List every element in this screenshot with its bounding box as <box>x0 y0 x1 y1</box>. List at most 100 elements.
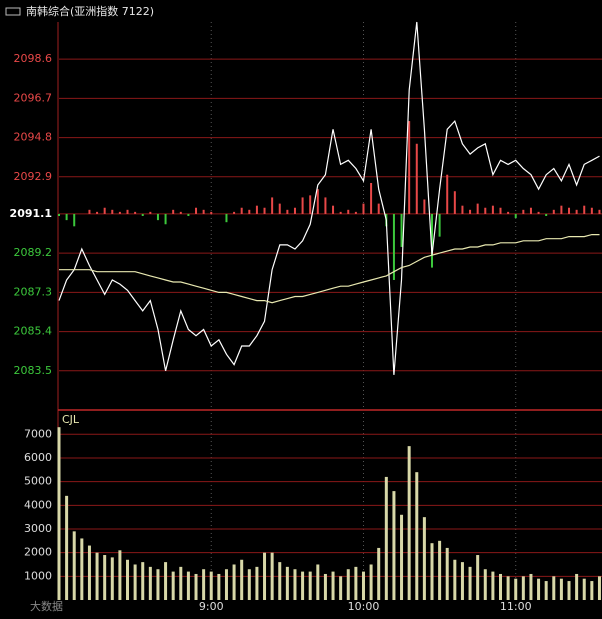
volume-bar <box>346 569 350 600</box>
volume-bar <box>80 538 84 600</box>
y-tick-label: 2098.6 <box>14 52 53 65</box>
volume-bar <box>316 564 320 600</box>
diff-bar <box>65 213 68 221</box>
title-icon <box>5 7 21 16</box>
diff-bar <box>590 207 593 214</box>
volume-bar <box>148 566 152 600</box>
y-tick-label: 7000 <box>24 427 52 440</box>
diff-bar <box>278 203 281 214</box>
diff-bar <box>347 209 350 214</box>
diff-bar <box>423 199 426 214</box>
diff-bar <box>484 207 487 214</box>
volume-bar <box>369 564 373 600</box>
diff-bar <box>309 195 312 214</box>
volume-bar <box>521 576 525 600</box>
volume-bar <box>529 573 533 600</box>
diff-bar <box>271 197 274 214</box>
volume-bar <box>506 576 510 600</box>
diff-bar <box>225 213 228 223</box>
y-tick-label: 2092.9 <box>14 170 53 183</box>
volume-bar <box>263 552 267 600</box>
diff-bar <box>469 209 472 214</box>
volume-bar <box>110 557 114 600</box>
diff-bar <box>537 211 540 214</box>
diff-bar <box>529 207 532 214</box>
diff-bar <box>453 191 456 214</box>
volume-bar <box>141 562 145 600</box>
volume-bar <box>285 566 289 600</box>
volume-bar <box>559 578 563 600</box>
y-tick-label: 6000 <box>24 451 52 464</box>
price-line <box>58 21 600 375</box>
volume-bar <box>476 555 480 600</box>
volume-bar <box>499 573 503 600</box>
diff-bar <box>598 209 601 214</box>
volume-bar <box>361 571 365 600</box>
diff-bar <box>255 205 258 214</box>
volume-bar <box>384 476 388 600</box>
diff-bar <box>476 203 479 214</box>
volume-bar <box>567 581 571 600</box>
volume-bar <box>537 578 541 600</box>
y-tick-label: 2000 <box>24 546 52 559</box>
diff-bar <box>134 211 137 214</box>
volume-bar <box>179 566 183 600</box>
diff-bar <box>187 213 190 216</box>
volume-bar <box>194 573 198 600</box>
diff-bar <box>332 205 335 214</box>
x-tick-label: 10:00 <box>348 600 380 613</box>
volume-bar <box>232 564 236 600</box>
volume-bar <box>126 559 130 600</box>
volume-bar <box>392 491 396 600</box>
diff-bar <box>545 213 548 216</box>
volume-bar <box>171 571 175 600</box>
diff-bar <box>408 121 411 214</box>
diff-bar <box>568 207 571 214</box>
volume-bar <box>202 569 206 600</box>
volume-bar <box>415 472 419 600</box>
volume-bar <box>377 547 381 600</box>
y-tick-label: 2094.8 <box>14 131 53 144</box>
diff-bar <box>514 213 517 219</box>
diff-bar <box>141 213 144 216</box>
volume-bar <box>400 514 404 600</box>
diff-bar <box>430 213 433 268</box>
diff-bar <box>248 209 251 214</box>
diff-bar <box>339 211 342 214</box>
diff-bar <box>491 205 494 214</box>
diff-bar <box>575 209 578 214</box>
volume-bar <box>293 569 297 600</box>
volume-bar <box>247 569 251 600</box>
diff-bar <box>126 209 129 214</box>
diff-bar <box>156 213 159 221</box>
diff-bar <box>210 211 213 214</box>
diff-bar <box>195 207 198 214</box>
volume-bar <box>422 517 426 600</box>
x-tick-label: 11:00 <box>500 600 532 613</box>
diff-bar <box>149 211 152 214</box>
volume-bar <box>95 552 99 600</box>
diff-bar <box>293 207 296 214</box>
diff-bar <box>73 213 76 227</box>
volume-bar <box>133 564 137 600</box>
volume-bar <box>582 578 586 600</box>
diff-bar <box>88 209 91 214</box>
volume-bar <box>217 573 221 600</box>
volume-bar <box>308 571 312 600</box>
volume-bar <box>575 573 579 600</box>
volume-bar <box>438 540 442 600</box>
diff-bar <box>560 205 563 214</box>
volume-bar <box>118 550 122 600</box>
y-tick-label: 1000 <box>24 569 52 582</box>
volume-bar <box>87 545 91 600</box>
y-tick-label: 4000 <box>24 498 52 511</box>
volume-bar <box>460 562 464 600</box>
price-line <box>59 234 600 304</box>
volume-bar <box>209 571 213 600</box>
volume-bar <box>331 571 335 600</box>
volume-bar <box>164 562 168 600</box>
diff-bar <box>172 209 175 214</box>
diff-bar <box>522 209 525 214</box>
